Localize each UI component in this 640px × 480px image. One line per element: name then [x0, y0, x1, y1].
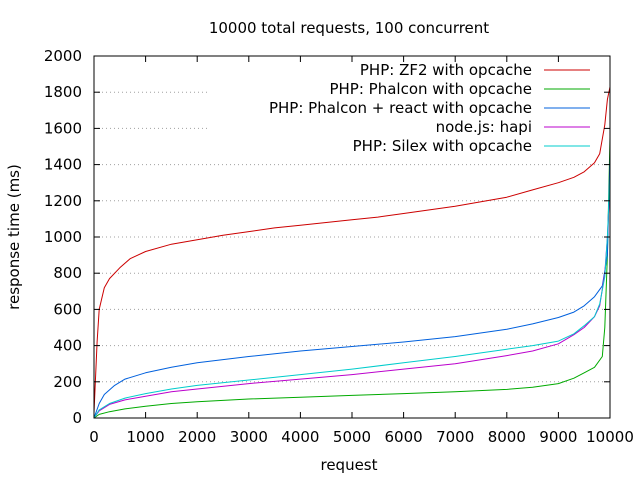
legend-label-5: PHP: Silex with opcache [353, 137, 532, 155]
series-line-2 [93, 137, 611, 419]
y-tick-label: 1800 [44, 83, 82, 101]
series-line-3 [93, 155, 611, 419]
series-lines [93, 86, 611, 419]
y-tick-label: 2000 [44, 47, 82, 65]
legend-label-3: PHP: Phalcon + react with opcache [269, 99, 532, 117]
axis-ticks: 0 200 400 600 800 1000 1200 1400 1600 1800 2000 0 10… [44, 47, 634, 446]
legend-label-4: node.js: hapi [436, 118, 532, 136]
legend-label-2: PHP: Phalcon with opcache [329, 80, 532, 98]
x-tick-label: 4000 [281, 428, 319, 446]
y-tick-label: 1600 [44, 119, 82, 137]
y-tick-label: 200 [53, 373, 82, 391]
x-tick-label: 8000 [488, 428, 526, 446]
legend-label-1: PHP: ZF2 with opcache [360, 61, 532, 79]
grid [94, 91, 610, 383]
x-tick-label: 5000 [333, 428, 371, 446]
x-tick-label: 9000 [539, 428, 577, 446]
x-tick-label: 10000 [586, 428, 634, 446]
y-tick-label: 1000 [44, 228, 82, 246]
chart-title: 10000 total requests, 100 concurrent [209, 19, 489, 37]
x-axis-label: request [320, 456, 377, 474]
y-tick-label: 1200 [44, 192, 82, 210]
y-tick-label: 600 [53, 300, 82, 318]
y-tick-label: 0 [72, 409, 82, 427]
series-line-1 [93, 86, 611, 413]
x-tick-label: 7000 [436, 428, 474, 446]
x-tick-label: 0 [89, 428, 99, 446]
series-line-5 [93, 173, 611, 419]
x-tick-label: 1000 [127, 428, 165, 446]
x-tick-label: 6000 [385, 428, 423, 446]
y-axis-label: response time (ms) [5, 164, 23, 310]
y-tick-label: 800 [53, 264, 82, 282]
x-tick-label: 2000 [178, 428, 216, 446]
x-tick-label: 3000 [230, 428, 268, 446]
series-line-4 [93, 182, 611, 419]
y-tick-label: 1400 [44, 156, 82, 174]
y-tick-label: 400 [53, 337, 82, 355]
